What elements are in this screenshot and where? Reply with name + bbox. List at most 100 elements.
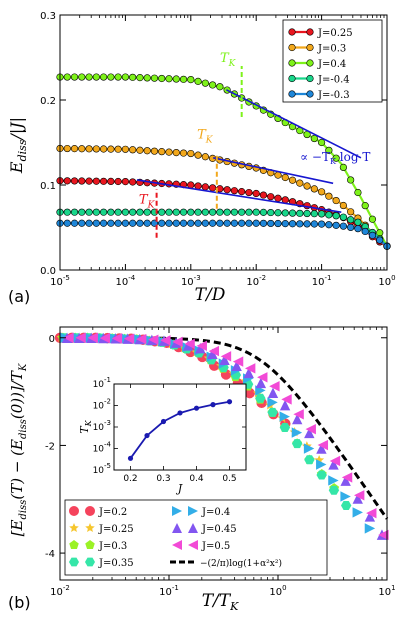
panel-b-point [304,427,315,439]
panel-b-point [188,523,198,533]
panel-a-point [354,225,362,233]
panel-b-point [172,506,182,516]
panel-b-xlabel: T/TK [202,591,239,613]
panel-a-point [143,74,151,82]
panel-a-point [136,146,144,154]
panel-b-point [303,443,315,454]
panel-a-point [92,177,100,185]
panel-a-point [63,177,71,185]
panel-a-point [267,208,275,217]
a-ytick-label: 0.1 [40,181,56,192]
panel-a-point [361,227,369,236]
panel-b-point [123,333,135,344]
panel-a-point [339,201,348,210]
panel-a-point [85,219,93,227]
panel-a-point [288,209,297,217]
panel-b-series-6 [63,332,389,541]
panel-a-point [70,208,79,216]
panel-a-point [179,208,188,216]
panel-a-point [143,208,151,216]
inset-point [144,432,150,439]
panel-a-point [121,219,129,227]
panel-b-point [304,455,315,465]
panel-b-point [255,393,266,403]
panel-a-point [303,209,311,218]
panel-a-point [245,208,253,216]
panel-b-point [244,387,255,399]
panel-a-point [194,182,202,190]
panel-a-point [85,73,93,81]
panel-a-point [296,209,304,217]
panel-a-point [70,177,79,185]
panel-b-ticks: 10-2 10-1 100 101 0 -2 -4 [45,327,396,598]
panel-a-point [259,208,268,216]
b-xtick-label: 10-2 [50,584,70,598]
panel-b-point [195,342,206,354]
panel-a-point [107,177,115,186]
panel-a-point [99,177,108,185]
panel-a-point [85,208,93,216]
legend-b-label: J=0.4 [201,507,230,518]
panel-b-point [341,472,353,483]
panel-b-point [75,332,86,343]
panel-a-point [92,208,100,216]
panel-a-series-3 [56,208,391,250]
legend-b-item: J=0.4 [172,506,230,518]
panel-b-point [279,411,290,422]
legend-a-item: J=0.25 [288,28,353,39]
panel-a-point [158,208,166,216]
panel-b-frame [59,326,388,581]
panel-b-point [291,427,303,438]
inset-point [160,418,167,425]
panel-a-point [238,208,246,216]
panel-b-point [364,511,376,522]
a-ytick-label: 0.2 [40,96,56,107]
panel-b-point [364,523,376,534]
inset-point [210,402,216,408]
legend-b-theory-label: −(2/π)log(1+α²x²) [200,558,282,569]
panel-b-point [316,459,327,470]
panel-b-point [352,493,363,504]
panel-b-point [87,332,98,343]
panel-a-point [99,73,108,81]
panel-a-point [368,231,377,239]
panel-a-point [332,212,340,220]
panel-a-annotations: TK TK TK ∝ −TK log T [139,51,370,238]
panel-a-point [288,220,297,228]
panel-a-point [347,176,355,184]
panel-a-point [325,211,333,219]
panel-a-point [99,208,108,216]
panel-b-point [219,354,230,366]
panel-b-label: (b) [8,593,31,612]
panel-a-point [288,176,297,184]
panel-a-ylabel: Ediss/|J| [7,117,29,174]
panel-a-fit-line-1 [213,157,334,185]
legend-a-label: J=-0.4 [317,75,350,86]
panel-b-point [329,455,341,467]
panel-a-point [303,182,311,190]
panel-a-point [121,208,129,216]
panel-a-xlabel: T/D [195,285,226,305]
panel-a-point [194,208,202,216]
panel-a-point [201,208,209,216]
panel-a-point [158,74,166,83]
panel-b-point [160,335,171,346]
legend-a-marker [306,43,314,52]
panel-b-point [69,540,79,550]
panel-b-point [293,409,304,420]
panel-b-point [69,557,79,567]
inset-point [127,455,134,461]
panel-a-point [187,149,195,158]
panel-a-point [114,208,122,216]
panel-a-point [368,215,377,223]
panel-b-point [231,360,242,372]
inset-ticks: 0.2 0.3 0.4 0.5 10-5 10-4 10-3 10-2 10-1 [93,376,246,484]
panel-a-point [281,220,289,228]
panel-a-point [310,210,318,218]
legend-b-theory: −(2/π)log(1+α²x²) [170,558,282,569]
panel-a-point [136,219,144,227]
panel-a-point [347,208,355,216]
legend-a-marker [288,90,296,98]
inset-ytick-label: 10-2 [93,398,111,412]
